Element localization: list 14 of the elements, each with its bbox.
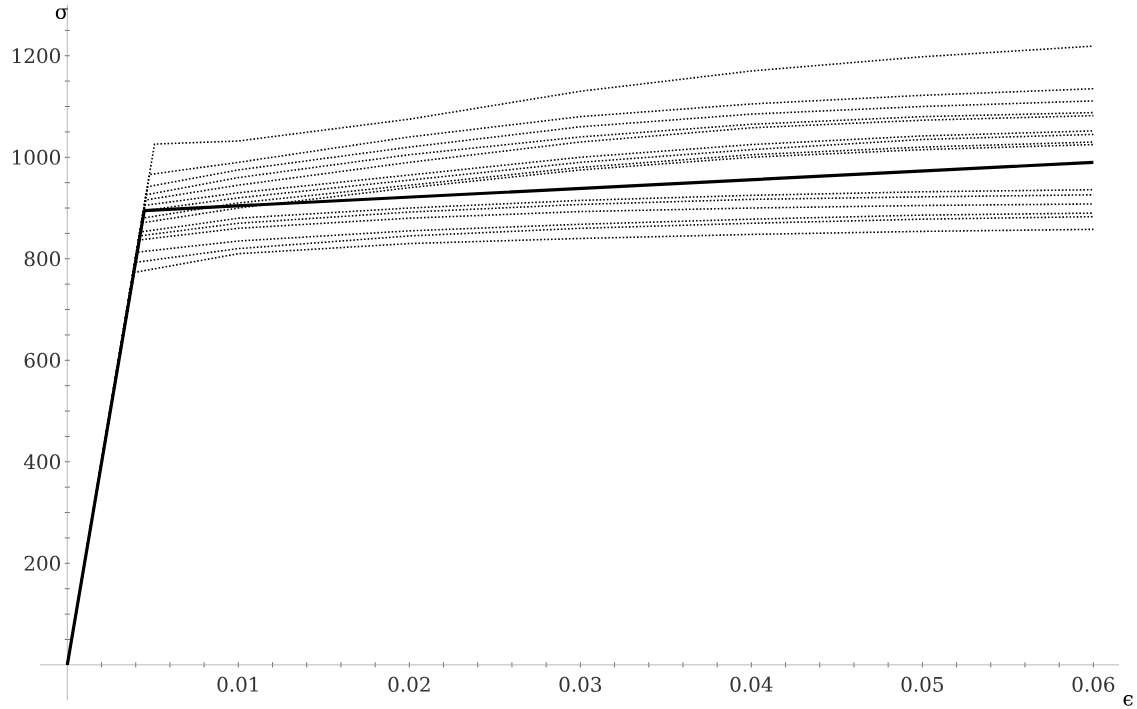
y-tick-label: 1000	[13, 149, 60, 165]
y-tick-label: 800	[24, 251, 60, 267]
x-tick-label: 0.04	[730, 676, 773, 692]
x-tick-label: 0.02	[388, 676, 430, 692]
y-tick-label: 1200	[13, 48, 60, 64]
x-tick-label: 0.06	[1072, 676, 1115, 692]
x-tick-label: 0.01	[217, 676, 258, 692]
y-tick-label: 200	[24, 555, 60, 571]
y-tick-label: 600	[24, 352, 60, 368]
y-tick-label: 400	[23, 454, 60, 470]
x-axis-title: ϵ	[1123, 694, 1133, 706]
y-axis-title: σ	[55, 8, 68, 20]
x-tick-label: 0.05	[901, 676, 943, 692]
x-tick-label: 0.03	[559, 676, 602, 692]
